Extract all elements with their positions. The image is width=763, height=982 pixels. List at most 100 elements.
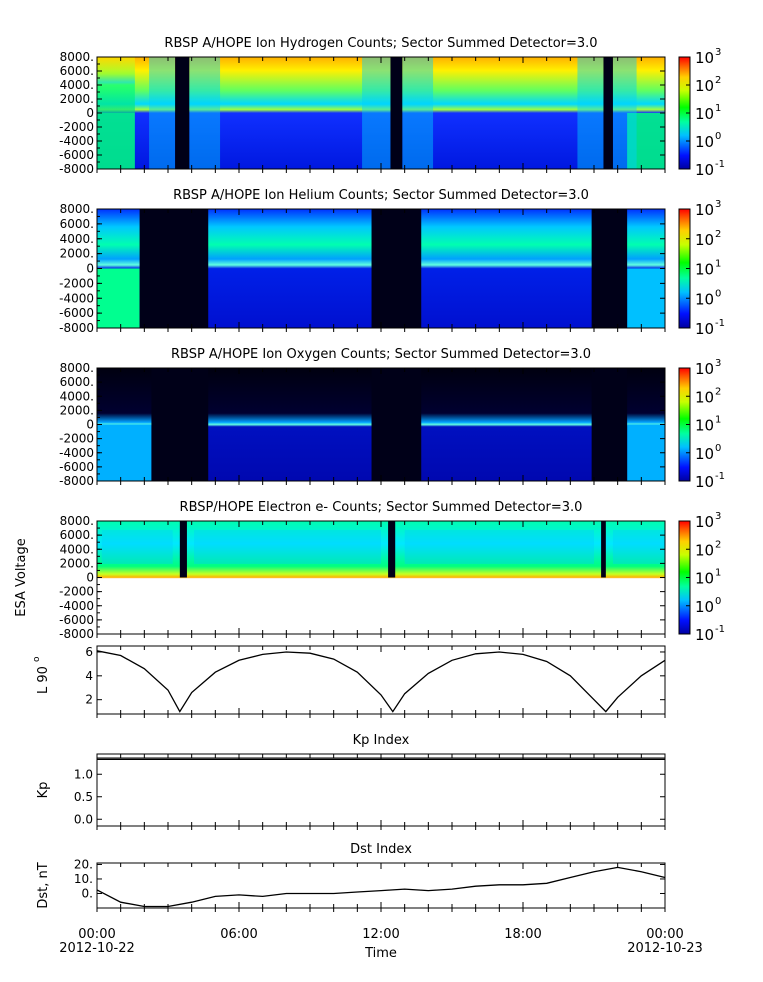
y-tick-label: 6000. [60,217,94,231]
y-tick-label: 4000. [60,542,94,556]
colorbar-label: 10 [695,626,714,644]
panel-frame [96,645,666,715]
colorbar-exponent: -1 [715,159,725,170]
colorbar-exponent: 1 [715,259,721,270]
colorbar-label: 10 [695,133,714,151]
colorbar-label: 10 [695,261,714,279]
x-axis-label: Time [364,946,397,961]
panel-title: Kp Index [353,733,410,748]
colorbar-label: 10 [695,388,714,406]
y-tick-label: 8000. [60,50,94,64]
y-axis-label-sup: o [32,656,42,662]
y-tick-label: 20. [74,857,93,871]
y-tick-label: 6000. [60,375,94,389]
panel-frame [96,753,666,827]
series-line [96,866,666,908]
spectrogram-band [101,530,173,564]
colorbar-exponent: 1 [715,415,721,426]
y-tick-label: -4000 [59,446,94,460]
x-date-label: 2012-10-22 [59,941,135,956]
colorbar-exponent: 2 [715,229,721,240]
y-tick-label: 1.0 [74,767,93,781]
spectrogram-band [404,530,594,564]
y-tick-label: 2000. [60,556,94,570]
y-tick-label: 0.5 [74,790,93,804]
y-tick-label: 2 [85,693,93,707]
y-tick-label: -8000 [59,627,94,641]
colorbar-label: 10 [695,320,714,338]
y-tick-label: -4000 [59,599,94,613]
y-tick-label: 8000. [60,514,94,528]
panel-5: 2 4 6 L 90 o [32,645,666,718]
spectrogram-band [97,268,140,328]
colorbar-exponent: 3 [715,511,721,522]
spectrogram-band [402,57,434,169]
data-gap [371,368,422,481]
spectrogram-fill [97,57,665,169]
colorbar-label: 10 [695,105,714,123]
panel-3: RBSP A/HOPE Ion Oxygen Counts; Sector Su… [59,347,725,491]
y-tick-label: 2000. [60,403,94,417]
y-tick-label: 6000. [60,64,94,78]
y-tick-label: -6000 [59,613,94,627]
colorbar-label: 10 [695,598,714,616]
colorbar-label: 10 [695,290,714,308]
spectrogram-band [97,57,135,113]
colorbar-label: 10 [695,570,714,588]
data-gap [175,57,190,169]
series-line [96,650,666,713]
y-tick-label: 4000. [60,78,94,92]
panel-title: RBSP A/HOPE Ion Hydrogen Counts; Sector … [164,36,597,51]
x-tick-label: 00:00 [646,927,683,942]
y-tick-label: 6000. [60,528,94,542]
y-tick-label: 4 [85,669,93,683]
colorbar-label: 10 [695,201,714,219]
y-tick-label: 4000. [60,389,94,403]
spectrogram-fill [97,521,665,634]
x-tick-label: 12:00 [362,927,399,942]
y-tick-label: -8000 [59,474,94,488]
y-tick-label: 8000. [60,361,94,375]
y-tick-label: -6000 [59,148,94,162]
y-axis-label: ESA Voltage [14,538,29,617]
y-axis-label: L 90 [36,666,51,694]
y-tick-label: 0 [86,262,94,276]
colorbar-exponent: 3 [715,358,721,369]
y-tick-label: -2000 [59,432,94,446]
data-gap [371,209,422,328]
y-tick-label: -6000 [59,306,94,320]
y-tick-label: -2000 [59,120,94,134]
y-tick-label: -4000 [59,134,94,148]
y-axis-label: Kp [36,782,51,799]
colorbar-exponent: 0 [715,596,721,607]
colorbar-label: 10 [695,473,714,491]
panel-title: RBSP A/HOPE Ion Helium Counts; Sector Su… [173,188,589,203]
panel-1: RBSP A/HOPE Ion Hydrogen Counts; Sector … [59,36,725,179]
spectrogram-band [612,530,665,564]
colorbar-label: 10 [695,49,714,67]
y-axis-label: Dst, nT [36,862,51,908]
colorbar-exponent: 0 [715,131,721,142]
spectrogram-band [149,57,176,169]
panel-title: Dst Index [350,842,412,857]
colorbar-label: 10 [695,360,714,378]
colorbar-exponent: 0 [715,443,721,454]
x-tick-label: 06:00 [220,927,257,942]
colorbar-label: 10 [695,77,714,95]
y-tick-label: -4000 [59,291,94,305]
data-gap [179,521,187,578]
panel-title: RBSP A/HOPE Ion Oxygen Counts; Sector Su… [171,347,591,362]
y-tick-label: 4000. [60,232,94,246]
colorbar-exponent: 1 [715,568,721,579]
data-gap [591,368,628,481]
colorbar-exponent: 2 [715,539,721,550]
panel-2: RBSP A/HOPE Ion Helium Counts; Sector Su… [59,188,725,338]
data-gap [603,57,613,169]
x-date-label: 2012-10-23 [627,941,703,956]
spectrogram-band [577,57,604,169]
spectrogram-band [627,268,665,328]
data-gap [139,209,209,328]
colorbar-exponent: 2 [715,75,721,86]
colorbar-label: 10 [695,231,714,249]
